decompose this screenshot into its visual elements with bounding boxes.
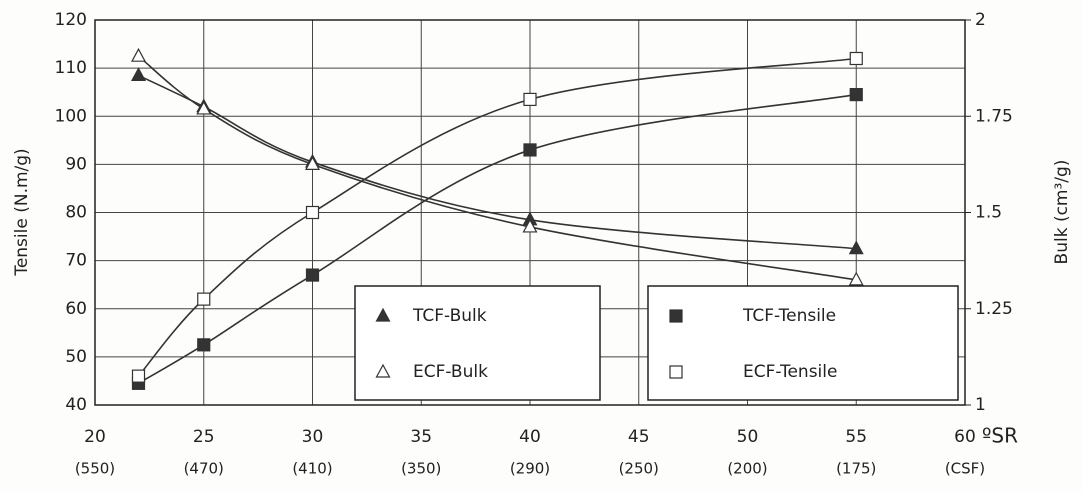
x-axis-label: ºSR bbox=[982, 424, 1018, 448]
y-tick-label: 120 bbox=[55, 10, 87, 30]
x2-tick-label: (410) bbox=[292, 460, 332, 478]
data-point bbox=[522, 218, 538, 233]
data-point bbox=[197, 338, 211, 352]
legend-label: TCF-Tensile bbox=[742, 306, 836, 326]
data-point bbox=[305, 205, 320, 220]
data-point bbox=[523, 143, 537, 157]
data-point bbox=[196, 100, 212, 115]
y2-tick-label: 1.25 bbox=[975, 299, 1013, 319]
x2-tick-label: (175) bbox=[836, 460, 876, 478]
data-point bbox=[848, 240, 864, 255]
data-point bbox=[304, 156, 321, 170]
plot-frame bbox=[94, 19, 966, 406]
y2-tick-label: 1.75 bbox=[975, 106, 1013, 126]
y-axis-label: Tensile (N.m/g) bbox=[12, 148, 32, 276]
legend-label: TCF-Bulk bbox=[412, 306, 487, 326]
y-tick-label: 100 bbox=[55, 106, 87, 126]
x-tick-label: 20 bbox=[84, 427, 106, 447]
x-tick-label: 25 bbox=[193, 427, 215, 447]
y-tick-label: 70 bbox=[65, 251, 87, 271]
y2-tick-label: 1 bbox=[975, 395, 986, 415]
y2-tick-label: 2 bbox=[975, 10, 986, 30]
x2-tick-label: (550) bbox=[75, 460, 115, 478]
y-tick-label: 60 bbox=[65, 299, 87, 319]
x2-tick-label: (CSF) bbox=[945, 460, 985, 478]
legend-box bbox=[647, 285, 959, 401]
x2-tick-label: (470) bbox=[184, 460, 224, 478]
data-point bbox=[131, 369, 146, 383]
data-point bbox=[848, 271, 864, 286]
y2-axis-label: Bulk (cm³/g) bbox=[1052, 160, 1072, 265]
data-point bbox=[849, 87, 863, 102]
y2-tick-label: 1.5 bbox=[975, 203, 1002, 223]
legend-label: ECF-Bulk bbox=[413, 362, 488, 382]
data-point bbox=[197, 292, 211, 306]
x-tick-label: 50 bbox=[737, 427, 759, 447]
y-tick-label: 50 bbox=[65, 347, 87, 367]
legend-marker bbox=[669, 365, 683, 379]
x2-tick-label: (250) bbox=[619, 460, 659, 478]
y-tick-label: 40 bbox=[65, 395, 87, 415]
legend-box bbox=[354, 285, 601, 401]
y-tick-label: 90 bbox=[65, 154, 87, 174]
x-tick-label: 55 bbox=[845, 427, 867, 447]
x2-tick-label: (200) bbox=[727, 460, 767, 478]
data-point bbox=[130, 47, 147, 62]
x2-tick-label: (290) bbox=[510, 460, 550, 478]
legend-label: ECF-Tensile bbox=[743, 362, 837, 382]
x-tick-label: 35 bbox=[410, 427, 432, 447]
legend-marker bbox=[375, 307, 391, 322]
x2-tick-label: (350) bbox=[401, 460, 441, 478]
y-tick-label: 80 bbox=[65, 203, 87, 223]
x-tick-label: 45 bbox=[628, 427, 650, 447]
x-tick-label: 40 bbox=[519, 427, 541, 447]
data-point bbox=[523, 92, 537, 107]
legend-marker bbox=[375, 363, 391, 378]
x-tick-label: 30 bbox=[302, 427, 324, 447]
y-tick-label: 110 bbox=[55, 58, 87, 78]
x-tick-label: 60 bbox=[954, 427, 976, 447]
data-point bbox=[130, 67, 147, 82]
data-point bbox=[849, 51, 863, 66]
series-line bbox=[137, 57, 857, 377]
data-point bbox=[305, 268, 320, 282]
legend-marker bbox=[669, 309, 683, 323]
